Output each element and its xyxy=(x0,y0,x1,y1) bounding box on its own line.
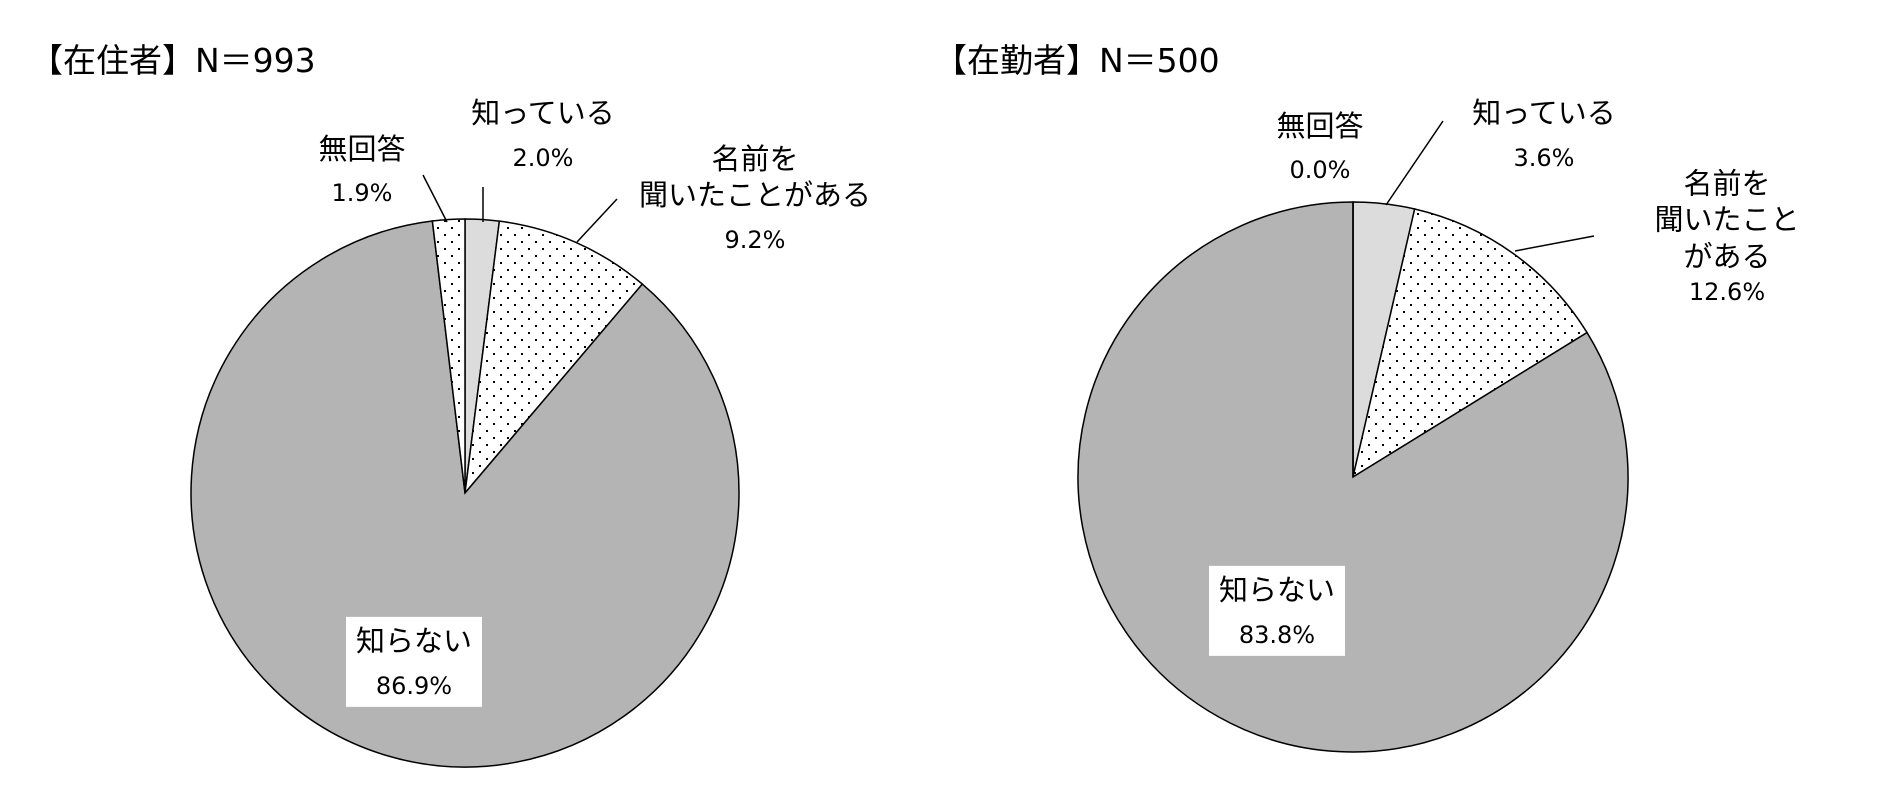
leader-line xyxy=(576,198,618,243)
leader-line xyxy=(422,174,448,223)
leader-line xyxy=(1385,120,1444,206)
chart-title: 【在住者】N＝993 xyxy=(30,41,316,80)
value-label: 86.9% xyxy=(375,672,453,701)
category-label: 無回答 xyxy=(318,131,406,166)
pie-slice xyxy=(1351,208,1589,479)
category-label: 名前を 聞いたことがある xyxy=(638,141,872,212)
pie-slice xyxy=(431,218,466,494)
category-label: 知らない xyxy=(355,623,473,658)
label-box: 知らない 83.8% xyxy=(1208,565,1346,656)
value-label: 3.6% xyxy=(1513,144,1575,172)
pie-slice xyxy=(190,220,740,768)
value-label: 12.6% xyxy=(1688,278,1766,306)
category-label: 名前を 聞いたことがある xyxy=(1654,166,1800,274)
category-label: 知っている xyxy=(1472,95,1616,130)
value-label: 83.8% xyxy=(1238,620,1316,649)
value-label: 9.2% xyxy=(724,226,786,254)
pie-slice xyxy=(463,220,644,496)
category-label: 知らない xyxy=(1218,572,1336,607)
value-label: 2.0% xyxy=(512,144,574,172)
leader-line xyxy=(1514,235,1595,252)
value-label: 1.9% xyxy=(331,179,393,207)
chart-title: 【在勤者】N＝500 xyxy=(934,41,1220,80)
label-box: 知らない 86.9% xyxy=(345,616,483,708)
value-label: 0.0% xyxy=(1289,156,1351,184)
category-label: 知っている xyxy=(471,95,615,130)
category-label: 無回答 xyxy=(1276,108,1364,143)
